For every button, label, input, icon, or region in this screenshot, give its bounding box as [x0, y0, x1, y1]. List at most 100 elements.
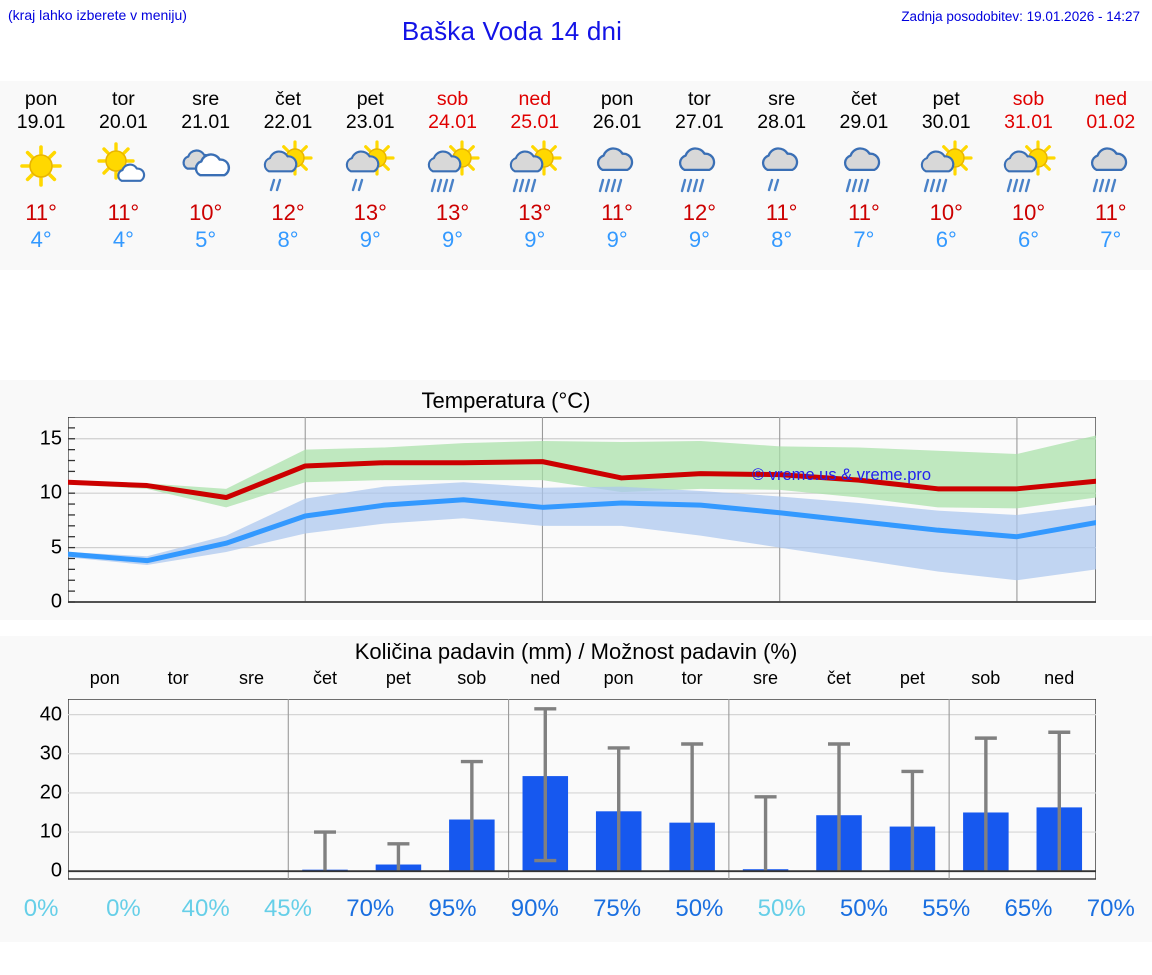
precipitation-day-label: ned [1044, 668, 1075, 688]
day-of-week-label: sob [1012, 88, 1045, 110]
day-column[interactable]: ned 01.02 11° 7° [1070, 81, 1152, 270]
temperature-chart [68, 417, 1096, 603]
max-temp-label: 11° [765, 200, 798, 225]
day-column[interactable]: tor 27.01 12° 9° [658, 81, 740, 270]
max-temp-label: 12° [682, 200, 717, 225]
day-column[interactable]: sre 21.01 10° 5° [165, 81, 247, 270]
day-of-week-label: sre [768, 88, 796, 110]
min-temp-label: 9° [524, 227, 546, 252]
precipitation-probability-label: 65% [1004, 895, 1053, 922]
temperature-y-tick: 15 [39, 427, 62, 450]
day-of-week-label: tor [112, 88, 135, 110]
sunny-icon [20, 145, 62, 187]
sun-cloud-rain-icon [427, 140, 480, 193]
max-temp-label: 13° [435, 200, 470, 225]
weather-icon-wrapper [422, 138, 484, 196]
precipitation-y-tick: 10 [39, 820, 62, 843]
precipitation-day-label: sre [239, 668, 265, 688]
day-date-label: 25.01 [510, 111, 560, 133]
temperature-panel: Temperatura (°C) 0 5 10 15 [0, 380, 1152, 620]
precipitation-probability-label: 0% [23, 895, 59, 922]
cloudy-icon [182, 149, 230, 177]
weather-icon-wrapper [751, 138, 813, 196]
sun-cloud-light-rain-icon [263, 140, 313, 192]
page-title: Baška Voda 14 dni [401, 16, 623, 46]
day-column[interactable]: pet 30.01 10° 6° [905, 81, 987, 270]
max-temp-label: 11° [107, 200, 140, 225]
weather-icon-wrapper [504, 138, 566, 196]
precipitation-chart-title: Količina padavin (mm) / Možnost padavin … [354, 639, 798, 664]
precipitation-day-label: čet [826, 668, 851, 688]
min-temp-label: 7° [1100, 227, 1122, 252]
min-temp-label: 8° [277, 227, 299, 252]
weather-icon-wrapper [257, 138, 319, 196]
min-temp-label: 6° [1017, 227, 1040, 252]
precipitation-y-tick: 30 [39, 742, 62, 765]
precipitation-day-label: tor [167, 668, 189, 688]
precipitation-probability-label: 55% [922, 895, 971, 922]
weather-icon-wrapper [1080, 138, 1142, 196]
weather-icon-wrapper [668, 138, 730, 196]
min-temp-label: 5° [195, 227, 217, 252]
day-column[interactable]: sob 31.01 10° 6° [987, 81, 1069, 270]
max-temp-label: 10° [189, 200, 223, 225]
day-date-label: 31.01 [1004, 111, 1053, 133]
day-of-week-label: ned [1094, 88, 1128, 110]
cloud-rain-icon [597, 147, 634, 193]
weather-icon-wrapper [915, 138, 977, 196]
precipitation-probability-label: 70% [1086, 895, 1135, 922]
cloud-rain-icon [843, 147, 881, 193]
day-column[interactable]: sre 28.01 11° 8° [741, 81, 823, 270]
weather-icon-wrapper [998, 138, 1060, 196]
precipitation-probability-label: 45% [263, 895, 312, 922]
day-column[interactable]: pet 23.01 13° 9° [329, 81, 411, 270]
day-column[interactable]: ned 25.01 13° 9° [494, 81, 576, 270]
precipitation-probability-label: 0% [106, 895, 141, 922]
cloud-light-rain-icon [761, 147, 798, 192]
day-column[interactable]: pon 26.01 11° 9° [576, 81, 658, 270]
day-date-label: 21.01 [181, 111, 231, 133]
min-temp-label: 7° [853, 227, 875, 252]
cloud-rain-icon [679, 147, 716, 193]
precipitation-y-tick: 40 [39, 703, 62, 726]
max-temp-label: 13° [353, 200, 387, 225]
weather-icon-wrapper [833, 138, 895, 196]
min-temp-label: 4° [112, 227, 134, 252]
temperature-y-tick: 0 [50, 590, 62, 613]
max-temp-label: 11° [1094, 200, 1127, 225]
day-date-label: 20.01 [99, 111, 148, 133]
sun-cloud-rain-icon [1003, 140, 1056, 193]
max-temp-label: 10° [1011, 200, 1046, 225]
precipitation-day-label: pon [89, 668, 120, 688]
precipitation-day-label: pon [603, 668, 634, 688]
watermark-text: © vreme.us & vreme.pro [752, 466, 932, 484]
day-column[interactable]: sob 24.01 13° 9° [411, 81, 493, 270]
weather-icon-wrapper [339, 138, 401, 196]
day-date-label: 24.01 [428, 111, 477, 133]
day-date-label: 30.01 [921, 111, 971, 133]
max-temp-label: 10° [929, 200, 963, 225]
day-column[interactable]: čet 29.01 11° 7° [823, 81, 905, 270]
day-column[interactable]: čet 22.01 12° 8° [247, 81, 329, 270]
min-temp-label: 4° [30, 227, 52, 252]
max-temp-label: 11° [848, 200, 880, 225]
precipitation-y-tick: 20 [39, 781, 62, 804]
day-date-label: 22.01 [263, 111, 313, 133]
day-date-label: 27.01 [674, 111, 724, 133]
day-of-week-label: pon [24, 88, 58, 110]
weather-icon-wrapper [92, 138, 154, 196]
day-of-week-label: sob [436, 88, 469, 110]
max-temp-label: 11° [601, 200, 633, 225]
day-date-label: 19.01 [16, 111, 66, 133]
precipitation-panel: Količina padavin (mm) / Možnost padavin … [0, 636, 1152, 942]
precipitation-probability-label: 75% [593, 895, 642, 922]
day-column[interactable]: tor 20.01 11° 4° [82, 81, 164, 270]
day-of-week-label: tor [688, 88, 711, 110]
precipitation-day-label: pet [385, 668, 411, 688]
precipitation-probability-row: 0% 0% 40% 45% 70% 95% 90% 75% 50% 50% 50% 55% 65% 70% [0, 895, 1152, 935]
precipitation-day-label: čet [312, 668, 337, 688]
daily-forecast-strip: pon 19.01 11° 4° tor 20.01 11° 4° sre 21.01 10° 5° č… [0, 81, 1152, 270]
day-column[interactable]: pon 19.01 11° 4° [0, 81, 82, 270]
sun-small-cloud-icon [97, 142, 146, 182]
precipitation-day-label: sre [753, 668, 779, 688]
